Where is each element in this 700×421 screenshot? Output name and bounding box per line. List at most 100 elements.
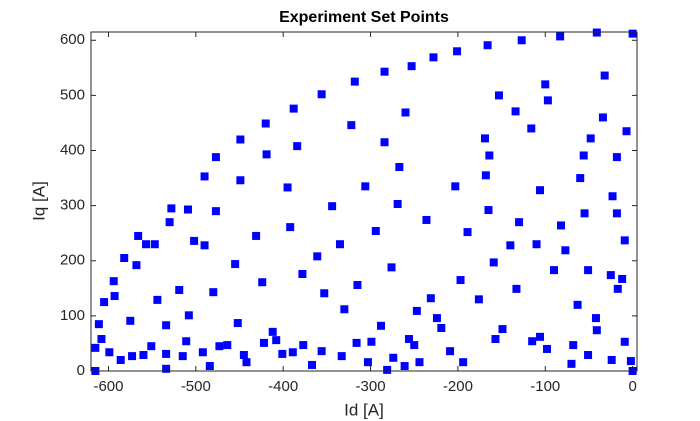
- scatter-point: [451, 182, 460, 191]
- x-axis-label: Id [A]: [344, 400, 384, 419]
- scatter-point: [259, 338, 268, 347]
- scatter-point: [91, 343, 100, 352]
- scatter-point: [128, 352, 137, 361]
- scatter-point: [459, 358, 468, 367]
- scatter-point: [550, 266, 559, 275]
- scatter-point: [393, 199, 402, 208]
- scatter-point: [313, 252, 322, 261]
- scatter-point: [532, 240, 541, 249]
- scatter-point: [340, 305, 349, 314]
- scatter-point: [586, 134, 595, 143]
- scatter-point: [620, 236, 629, 245]
- scatter-point: [536, 332, 545, 341]
- scatter-point: [569, 341, 578, 350]
- scatter-point: [422, 215, 431, 224]
- scatter-point: [233, 319, 242, 328]
- scatter-point: [167, 204, 176, 213]
- scatter-point: [387, 263, 396, 272]
- scatter-point: [608, 192, 617, 201]
- scatter-point: [258, 278, 267, 287]
- scatter-point: [198, 348, 207, 357]
- axes-box: [90, 31, 638, 372]
- scatter-point: [286, 223, 295, 232]
- scatter-point: [317, 347, 326, 356]
- y-tick-label: 0: [77, 362, 85, 379]
- scatter-point: [261, 119, 270, 128]
- scatter-point: [401, 108, 410, 117]
- scatter-point: [543, 96, 552, 105]
- scatter-point: [268, 327, 277, 336]
- scatter-point: [400, 362, 409, 371]
- scatter-point: [190, 236, 199, 245]
- scatter-point: [347, 121, 356, 130]
- scatter-point: [536, 186, 545, 195]
- scatter-point: [622, 127, 631, 136]
- scatter-point: [432, 314, 441, 323]
- scatter-point: [517, 36, 526, 45]
- scatter-point: [278, 349, 287, 358]
- y-axis-label: Iq [A]: [29, 181, 48, 221]
- scatter-point: [407, 62, 416, 71]
- scatter-point: [236, 176, 245, 185]
- scatter-point: [620, 337, 629, 346]
- scatter-point: [184, 311, 193, 320]
- scatter-point: [377, 321, 386, 330]
- scatter-point: [484, 206, 493, 215]
- scatter-point: [134, 231, 143, 240]
- scatter-point: [480, 134, 489, 143]
- scatter-point: [262, 150, 271, 159]
- scatter-point: [231, 260, 240, 269]
- y-tick-label: 300: [60, 197, 85, 214]
- x-tick-label: -300: [356, 378, 386, 395]
- scatter-point: [579, 151, 588, 160]
- scatter-point: [298, 269, 307, 278]
- scatter-point: [320, 289, 329, 298]
- scatter-point: [182, 337, 191, 346]
- scatter-point: [126, 316, 135, 325]
- scatter-point: [165, 218, 174, 227]
- scatter-point: [453, 47, 462, 56]
- scatter-point: [404, 335, 413, 344]
- scatter-point: [150, 240, 159, 249]
- scatter-point: [162, 349, 171, 358]
- scatter-point: [308, 360, 317, 369]
- scatter-point: [139, 351, 148, 360]
- scatter-point: [110, 292, 119, 301]
- scatter-point: [556, 221, 565, 230]
- scatter-point: [612, 209, 621, 218]
- scatter-point: [606, 271, 615, 280]
- scatter-point: [600, 71, 609, 80]
- scatter-point: [147, 342, 156, 351]
- scatter-point: [116, 355, 125, 364]
- scatter-point: [97, 335, 106, 344]
- scatter-point: [541, 80, 550, 89]
- scatter-point: [506, 241, 515, 250]
- scatter-point: [242, 358, 251, 367]
- scatter-point: [223, 341, 232, 350]
- x-tick-label: -500: [181, 378, 211, 395]
- scatter-point: [335, 240, 344, 249]
- scatter-point: [429, 53, 438, 62]
- scatter-point: [211, 207, 220, 216]
- scatter-point: [353, 281, 362, 290]
- scatter-point: [437, 324, 446, 333]
- x-tick-label: -200: [443, 378, 473, 395]
- scatter-point: [205, 362, 214, 371]
- scatter-point: [580, 209, 589, 218]
- scatter-point: [483, 41, 492, 50]
- scatter-point: [109, 277, 118, 286]
- scatter-point: [485, 151, 494, 160]
- scatter-point: [200, 172, 209, 181]
- scatter-point: [598, 113, 607, 122]
- scatter-point: [132, 261, 141, 270]
- scatter-point: [352, 338, 361, 347]
- scatter-point: [463, 228, 472, 237]
- scatter-point: [209, 288, 218, 297]
- scatter-point: [626, 357, 635, 366]
- scatter-point: [175, 285, 184, 294]
- scatter-point: [543, 344, 552, 353]
- scatter-point: [215, 342, 224, 351]
- scatter-point: [498, 325, 507, 334]
- plot-area: -600 -500 -400 -300 -200 -100 0 0 100 200 300 400 50…: [60, 28, 637, 395]
